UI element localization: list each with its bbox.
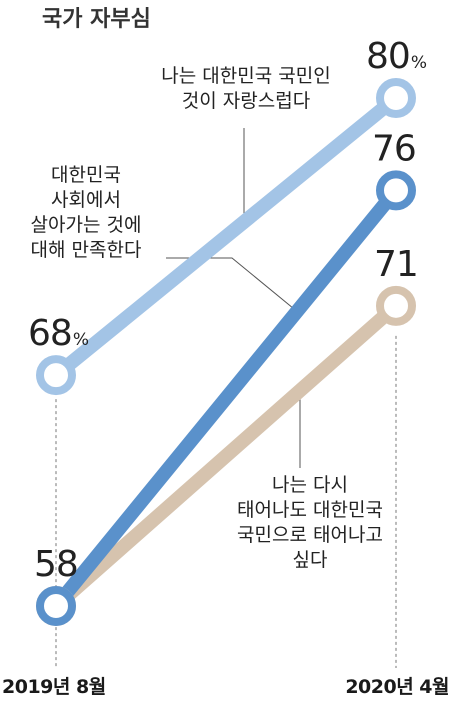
marker-s0-1 [376,78,416,118]
x-tick-label-1: 2020년 4월 [345,676,449,698]
series-annotation-s1-line0: 대한민국 [51,164,121,186]
series-markers [36,78,416,626]
value-label-s0-0: 68% [28,313,89,354]
x-tick-label-0: 2019년 8월 [2,676,106,698]
value-label-s0-1: 80% [366,36,427,77]
series-annotation-s1-line2: 살아가는 것에 [31,214,142,236]
series-annotation-s0-line1: 것이 자랑스럽다 [182,90,310,112]
series-annotation-s1-line1: 사회에서 [51,189,121,211]
percent-mark-s0-1: % [411,53,427,73]
connector-1 [166,257,298,312]
series-annotation-s1-line3: 대해 만족한다 [31,239,142,261]
series-annotation-s2-line0: 나는 다시 [272,474,348,496]
value-label-s1-1: 76 [372,128,416,169]
value-label-s2-0: 58 [34,544,78,585]
value-label-s2-1: 71 [374,244,418,285]
marker-s1-0 [36,586,76,626]
chart-title: 국가 자부심 [42,7,151,32]
marker-s2-1 [376,285,416,326]
marker-s1-1 [376,170,416,211]
series-annotation-s0-line0: 나는 대한민국 국민인 [161,65,330,87]
percent-mark-s0-0: % [73,330,89,350]
series-lines [49,91,403,613]
series-line-0 [49,91,403,383]
series-annotation-s2-line1: 태어나도 대한민국 [237,499,383,521]
marker-s0-0 [36,355,76,396]
series-annotation-s2-line3: 싶다 [293,549,328,571]
annotation-connectors [166,128,301,468]
series-annotation-s2-line2: 국민으로 태어나고 [237,524,383,546]
series-line-2 [49,298,403,613]
series-line-1 [49,183,403,613]
